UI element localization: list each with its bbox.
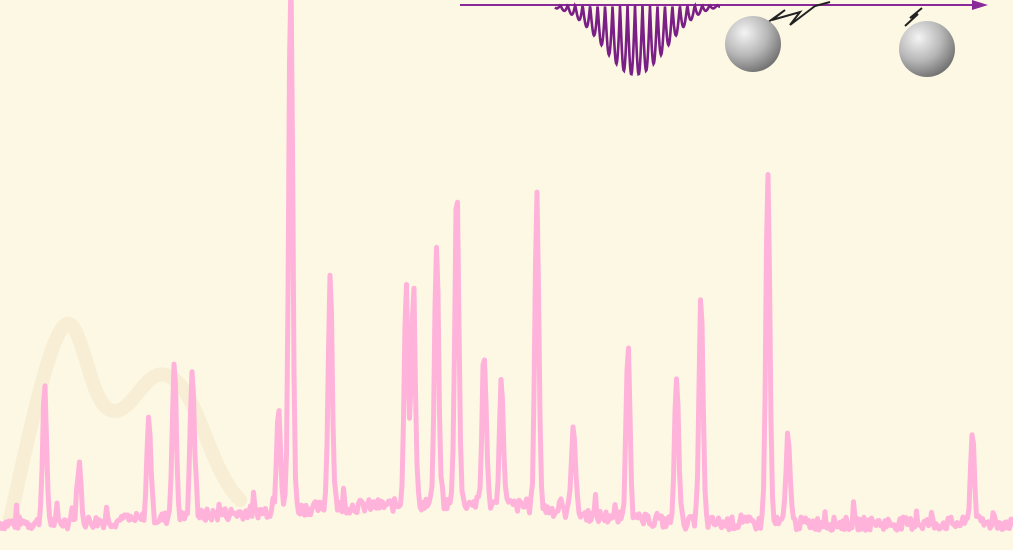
particle-2 <box>899 21 955 77</box>
spring-coil-small <box>904 7 923 27</box>
particle-1 <box>725 16 781 72</box>
spring-coil <box>759 1 831 29</box>
laser-pulse <box>554 2 721 76</box>
propagation-arrow <box>460 0 988 10</box>
spectrum-trace <box>0 0 1013 533</box>
